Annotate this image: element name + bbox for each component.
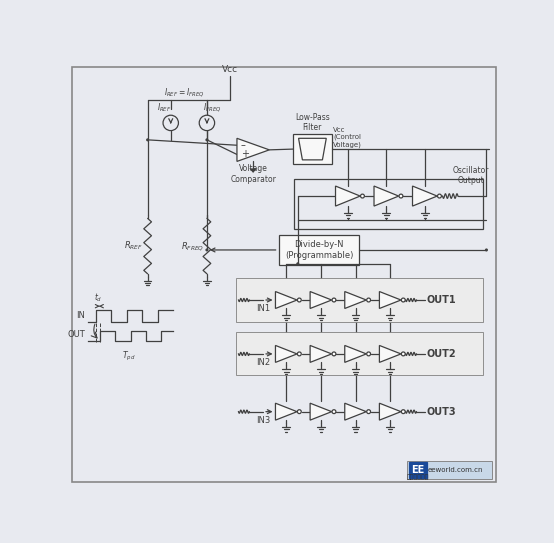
Text: Vcc
(Control
Voltage): Vcc (Control Voltage) (333, 127, 362, 148)
Text: $R_{FREQ}$: $R_{FREQ}$ (181, 239, 205, 252)
Bar (407, 461, 492, 479)
Circle shape (163, 115, 178, 131)
Text: IN: IN (76, 311, 85, 320)
Text: $I_{REF} = I_{FREQ}$: $I_{REF} = I_{FREQ}$ (165, 86, 205, 99)
Polygon shape (310, 345, 332, 362)
Bar (279, 235, 360, 266)
Text: IN2: IN2 (256, 358, 270, 367)
Polygon shape (379, 345, 401, 362)
Polygon shape (310, 292, 332, 308)
Text: 电子工程世界: 电子工程世界 (407, 475, 429, 480)
Text: $I_{REF}$: $I_{REF}$ (157, 101, 172, 114)
Bar (409, 463, 427, 478)
Polygon shape (275, 403, 297, 420)
Polygon shape (345, 403, 366, 420)
Circle shape (401, 298, 405, 302)
Bar (236, 332, 483, 375)
Polygon shape (237, 138, 269, 161)
Circle shape (367, 410, 371, 414)
Circle shape (199, 115, 214, 131)
Text: EE: EE (411, 465, 424, 475)
Circle shape (146, 138, 149, 141)
Text: IN1: IN1 (256, 304, 270, 313)
Polygon shape (310, 403, 332, 420)
Circle shape (206, 138, 208, 141)
Text: eeworld.com.cn: eeworld.com.cn (428, 467, 484, 473)
Circle shape (485, 248, 488, 251)
Text: $R_{REF}$: $R_{REF}$ (124, 240, 143, 252)
Text: Low-Pass
Filter: Low-Pass Filter (295, 113, 330, 132)
Circle shape (206, 248, 208, 251)
Circle shape (297, 410, 301, 414)
Circle shape (361, 194, 365, 198)
Text: $T_{pd}$: $T_{pd}$ (122, 350, 135, 363)
Text: Oscillator
Output: Oscillator Output (453, 166, 489, 185)
Bar (293, 135, 332, 164)
Circle shape (296, 262, 299, 266)
Polygon shape (275, 292, 297, 308)
Circle shape (399, 194, 403, 198)
Bar (236, 279, 483, 321)
Text: Vcc: Vcc (222, 65, 238, 74)
Circle shape (401, 352, 405, 356)
Polygon shape (336, 186, 360, 206)
Text: OUT2: OUT2 (427, 349, 456, 359)
Circle shape (367, 298, 371, 302)
Polygon shape (275, 345, 297, 362)
Circle shape (367, 352, 371, 356)
Circle shape (438, 194, 442, 198)
Circle shape (401, 410, 405, 414)
Polygon shape (374, 186, 399, 206)
Text: Divide-by-N
(Programmable): Divide-by-N (Programmable) (285, 240, 353, 260)
Text: OUT3: OUT3 (427, 407, 456, 416)
Text: Voltage
Comparator: Voltage Comparator (230, 165, 276, 184)
Polygon shape (249, 168, 257, 173)
Text: IN3: IN3 (256, 415, 270, 425)
Text: +: + (241, 149, 249, 160)
Bar (294, 179, 483, 229)
Circle shape (297, 352, 301, 356)
Polygon shape (379, 403, 401, 420)
Text: $t_d$: $t_d$ (94, 292, 102, 304)
Text: $I_{FREQ}$: $I_{FREQ}$ (203, 101, 222, 114)
Circle shape (332, 352, 336, 356)
Text: –: – (241, 140, 245, 150)
Text: OUT1: OUT1 (427, 295, 456, 305)
Polygon shape (345, 292, 366, 308)
Circle shape (332, 298, 336, 302)
Circle shape (297, 298, 301, 302)
Polygon shape (345, 345, 366, 362)
Polygon shape (379, 292, 401, 308)
Text: OUT: OUT (68, 330, 85, 339)
Circle shape (332, 410, 336, 414)
Polygon shape (413, 186, 437, 206)
